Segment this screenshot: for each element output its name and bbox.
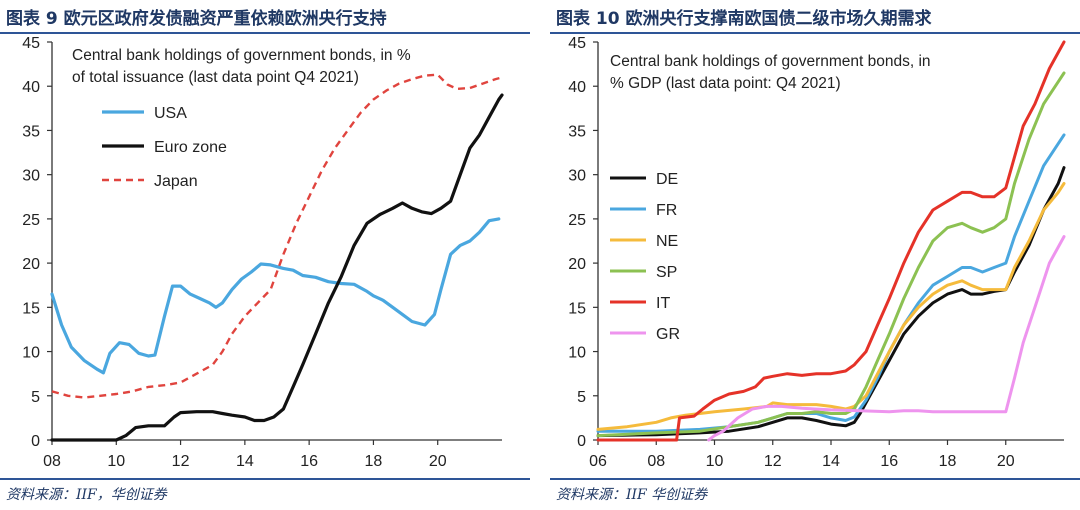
y-tick-label: 20 xyxy=(22,256,40,273)
chart-title-line: % GDP (last data point: Q4 2021) xyxy=(610,75,841,92)
y-tick-label: 0 xyxy=(31,433,40,450)
x-tick-label: 18 xyxy=(939,453,957,470)
y-tick-label: 30 xyxy=(568,168,586,185)
figure-source: 资料来源：IIF，华创证券 xyxy=(6,487,167,503)
y-tick-label: 25 xyxy=(22,212,40,229)
series-line-usa xyxy=(50,217,501,375)
series-line-it xyxy=(596,40,1066,442)
legend-label-ne: NE xyxy=(656,233,678,250)
x-tick-label: 06 xyxy=(589,453,607,470)
x-tick-label: 08 xyxy=(43,453,61,470)
y-tick-label: 20 xyxy=(568,256,586,273)
x-tick-label: 18 xyxy=(365,453,383,470)
y-tick-label: 35 xyxy=(22,123,40,140)
x-tick-label: 14 xyxy=(822,453,840,470)
x-tick-label: 20 xyxy=(429,453,447,470)
y-tick-label: 45 xyxy=(22,35,40,52)
chart-title-line: Central bank holdings of government bond… xyxy=(610,53,931,70)
y-tick-label: 40 xyxy=(22,79,40,96)
y-tick-label: 25 xyxy=(568,212,586,229)
y-tick-label: 5 xyxy=(577,389,586,406)
legend-label-sp: SP xyxy=(656,264,677,281)
y-tick-label: 5 xyxy=(31,389,40,406)
x-tick-label: 12 xyxy=(764,453,782,470)
chart-title-line: of total issuance (last data point Q4 20… xyxy=(72,69,359,86)
title-divider xyxy=(0,32,530,34)
figure-title: 图表 9 欧元区政府发债融资严重依赖欧洲央行支持 xyxy=(6,9,387,29)
y-tick-label: 15 xyxy=(568,300,586,317)
figure-title: 图表 10 欧洲央行支撑南欧国债二级市场久期需求 xyxy=(556,9,932,29)
y-tick-label: 35 xyxy=(568,123,586,140)
x-tick-label: 20 xyxy=(997,453,1015,470)
y-tick-label: 10 xyxy=(22,345,40,362)
legend-label-gr: GR xyxy=(656,326,680,343)
title-divider xyxy=(550,32,1080,34)
x-tick-label: 16 xyxy=(300,453,318,470)
series-line-gr xyxy=(707,235,1066,442)
legend-label-de: DE xyxy=(656,171,678,188)
chart-panel-right: 图表 10 欧洲央行支撑南欧国债二级市场久期需求 0 5 10 15 20 25 30 35 4… xyxy=(550,0,1080,510)
series-line-japan xyxy=(51,73,503,399)
line-chart-euro-zone-share: 0 5 10 15 20 25 30 35 40 45 08 10 12 14 16 18 20 Central … xyxy=(22,35,504,470)
legend-label-it: IT xyxy=(656,295,670,312)
y-tick-label: 10 xyxy=(568,345,586,362)
x-tick-label: 10 xyxy=(706,453,724,470)
legend-label-usa: USA xyxy=(154,105,187,122)
series-line-ne xyxy=(596,182,1066,431)
chart-panel-left: 图表 9 欧元区政府发债融资严重依赖欧洲央行支持 0 5 10 15 20 25 30 35 4… xyxy=(0,0,530,510)
chart-title-line: Central bank holdings of government bond… xyxy=(72,47,411,64)
legend-label-fr: FR xyxy=(656,202,677,219)
line-chart-country-gdp-share: 0 5 10 15 20 25 30 35 40 45 06 08 10 12 14 16 18 20 Centra… xyxy=(568,35,1066,470)
x-tick-label: 16 xyxy=(880,453,898,470)
legend-label-japan: Japan xyxy=(154,173,198,190)
series-line-sp xyxy=(596,71,1066,438)
legend-label-euro-zone: Euro zone xyxy=(154,139,227,156)
source-divider xyxy=(550,478,1080,480)
series-line-euro-zone xyxy=(50,93,504,442)
y-tick-label: 30 xyxy=(22,168,40,185)
x-tick-label: 12 xyxy=(172,453,190,470)
figure-source: 资料来源：IIF 华创证券 xyxy=(556,487,708,503)
x-tick-label: 10 xyxy=(107,453,125,470)
y-tick-label: 0 xyxy=(577,433,586,450)
y-tick-label: 40 xyxy=(568,79,586,96)
y-tick-label: 45 xyxy=(568,35,586,52)
y-tick-label: 15 xyxy=(22,300,40,317)
x-tick-label: 08 xyxy=(647,453,665,470)
source-divider xyxy=(0,478,530,480)
x-tick-label: 14 xyxy=(236,453,254,470)
